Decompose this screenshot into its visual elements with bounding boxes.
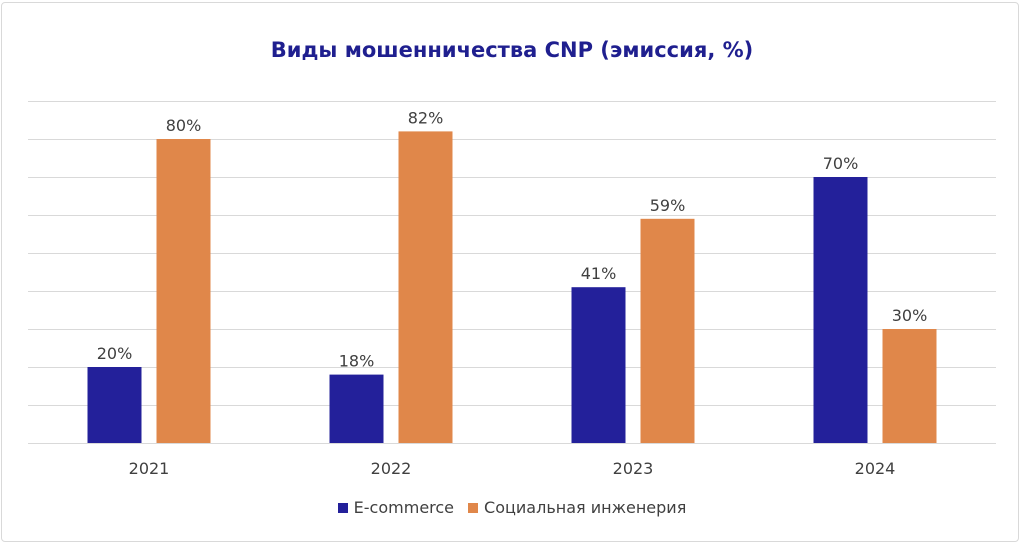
legend-item-social-engineering: Социальная инженерия [468, 498, 686, 517]
legend-swatch-ecommerce [337, 502, 348, 513]
data-label-social-engineering-2021: 80% [166, 116, 202, 135]
data-labels: 20% 80% 18% 82% 41% 59% 70% 30% [97, 108, 928, 370]
chart-legend: E-commerce Социальная инженерия [0, 498, 1024, 517]
legend-item-ecommerce: E-commerce [337, 498, 455, 517]
bar-social-engineering-2022 [398, 131, 453, 443]
bar-social-engineering-2024 [882, 329, 937, 443]
x-tick-label-2021: 2021 [129, 459, 170, 478]
data-label-ecommerce-2022: 18% [339, 352, 375, 371]
x-tick-label-2024: 2024 [855, 459, 896, 478]
legend-label-social-engineering: Социальная инженерия [484, 498, 687, 517]
bar-social-engineering-2021 [156, 139, 211, 443]
bar-ecommerce-2022 [329, 374, 384, 443]
bar-ecommerce-2023 [571, 287, 626, 443]
chart-title: Виды мошенничества CNP (эмиссия, %) [270, 38, 754, 62]
x-axis-ticks: 2021 2022 2023 2024 [129, 459, 896, 478]
data-label-ecommerce-2023: 41% [581, 264, 617, 283]
bars [87, 131, 937, 443]
x-tick-label-2023: 2023 [613, 459, 654, 478]
data-label-ecommerce-2024: 70% [823, 154, 859, 173]
bar-social-engineering-2023 [640, 218, 695, 443]
x-tick-label-2022: 2022 [371, 459, 412, 478]
bar-ecommerce-2021 [87, 367, 142, 443]
data-label-social-engineering-2022: 82% [408, 108, 444, 127]
legend-label-ecommerce: E-commerce [353, 498, 455, 517]
legend-swatch-social-engineering [468, 502, 479, 513]
bar-ecommerce-2024 [813, 177, 868, 443]
data-label-social-engineering-2023: 59% [650, 196, 686, 215]
data-label-social-engineering-2024: 30% [892, 306, 928, 325]
data-label-ecommerce-2021: 20% [97, 344, 133, 363]
